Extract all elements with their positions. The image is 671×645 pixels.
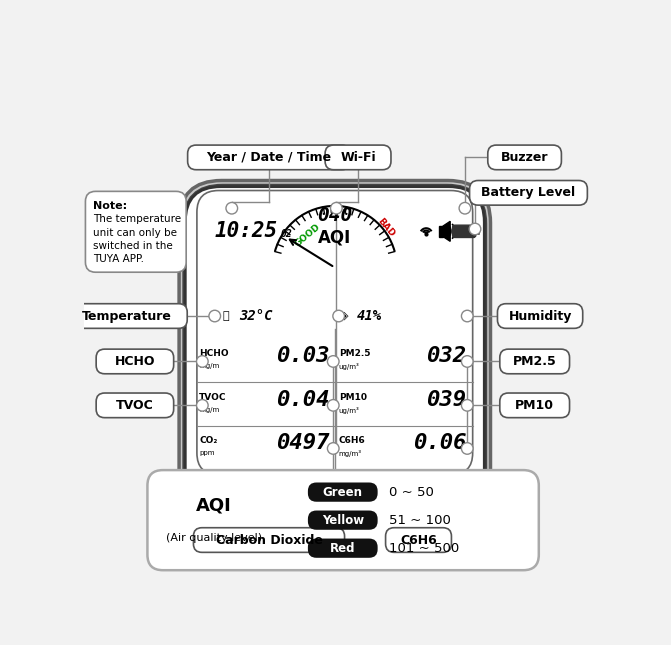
Text: 032: 032 (426, 346, 466, 366)
FancyBboxPatch shape (185, 186, 484, 517)
FancyBboxPatch shape (500, 393, 570, 418)
Text: Year / Date / Time: Year / Date / Time (207, 151, 331, 164)
FancyBboxPatch shape (193, 528, 345, 552)
Text: Note:: Note: (93, 201, 127, 211)
Text: TVOC: TVOC (199, 393, 227, 402)
Text: 0.04: 0.04 (276, 390, 329, 410)
FancyBboxPatch shape (184, 185, 486, 519)
Text: 0 ~ 50: 0 ~ 50 (389, 486, 434, 499)
Circle shape (469, 223, 481, 235)
FancyBboxPatch shape (179, 181, 491, 523)
FancyBboxPatch shape (85, 192, 186, 272)
Text: ppm: ppm (199, 450, 215, 456)
Text: The temperature
unit can only be
switched in the
TUYA APP.: The temperature unit can only be switche… (93, 214, 181, 264)
Circle shape (197, 399, 208, 411)
FancyBboxPatch shape (308, 539, 378, 558)
Circle shape (462, 355, 473, 367)
Text: PM2.5: PM2.5 (513, 355, 556, 368)
FancyBboxPatch shape (488, 145, 562, 170)
FancyBboxPatch shape (308, 511, 378, 530)
FancyBboxPatch shape (96, 349, 174, 373)
Text: PM10: PM10 (339, 393, 366, 402)
Text: 32°C: 32°C (240, 309, 273, 323)
Circle shape (462, 442, 473, 454)
FancyBboxPatch shape (497, 304, 582, 328)
Text: mg/m³: mg/m³ (339, 450, 362, 457)
Circle shape (226, 203, 238, 214)
Text: AQI: AQI (196, 496, 232, 514)
Circle shape (327, 442, 339, 454)
Text: mg/m: mg/m (199, 363, 219, 369)
Bar (439, 226, 444, 237)
FancyBboxPatch shape (325, 145, 391, 170)
FancyBboxPatch shape (500, 349, 570, 373)
FancyBboxPatch shape (470, 181, 587, 205)
Text: Humidity: Humidity (509, 310, 572, 322)
Text: 0.06: 0.06 (413, 433, 466, 453)
Text: 10:25: 10:25 (215, 221, 278, 241)
Circle shape (333, 310, 344, 322)
Text: AQI: AQI (318, 229, 352, 247)
Text: ug/m³: ug/m³ (339, 363, 360, 370)
Text: ug/m³: ug/m³ (339, 407, 360, 414)
Text: PM2.5: PM2.5 (339, 349, 370, 358)
Text: GOOD: GOOD (293, 222, 322, 248)
Text: Battery Level: Battery Level (481, 186, 576, 199)
Circle shape (327, 399, 339, 411)
FancyBboxPatch shape (96, 393, 174, 418)
Circle shape (462, 310, 473, 322)
Text: HCHO: HCHO (115, 355, 155, 368)
Text: C6H6: C6H6 (400, 533, 437, 546)
Text: 0.03: 0.03 (276, 346, 329, 366)
Text: mg/m: mg/m (199, 407, 219, 413)
Circle shape (209, 310, 221, 322)
Text: 040: 040 (317, 206, 352, 224)
Text: HCHO: HCHO (199, 349, 229, 358)
FancyBboxPatch shape (67, 304, 187, 328)
Circle shape (462, 399, 473, 411)
Text: PM10: PM10 (515, 399, 554, 412)
FancyBboxPatch shape (188, 145, 350, 170)
FancyBboxPatch shape (197, 190, 472, 475)
Text: 039: 039 (426, 390, 466, 410)
Circle shape (327, 355, 339, 367)
Text: C6H6: C6H6 (339, 436, 366, 445)
Circle shape (459, 203, 471, 214)
Text: Buzzer: Buzzer (501, 151, 548, 164)
Circle shape (331, 203, 342, 214)
Text: Green: Green (323, 486, 363, 499)
Text: Temperature: Temperature (83, 310, 172, 322)
Circle shape (197, 355, 208, 367)
Text: Yellow: Yellow (321, 513, 364, 527)
FancyBboxPatch shape (452, 225, 476, 237)
Polygon shape (444, 221, 450, 241)
Text: (Air quality level): (Air quality level) (166, 533, 262, 543)
Text: Carbon Dioxide: Carbon Dioxide (215, 533, 323, 546)
FancyBboxPatch shape (476, 228, 480, 234)
Text: 51 ~ 100: 51 ~ 100 (389, 513, 451, 527)
Text: Red: Red (330, 542, 356, 555)
Text: 41%: 41% (356, 309, 382, 323)
Text: BAD: BAD (376, 217, 397, 239)
FancyBboxPatch shape (148, 470, 539, 570)
FancyBboxPatch shape (386, 528, 452, 552)
Text: CO₂: CO₂ (199, 436, 217, 445)
Text: 02: 02 (280, 228, 293, 239)
FancyBboxPatch shape (308, 482, 378, 502)
Text: Wi-Fi: Wi-Fi (340, 151, 376, 164)
Text: 🌡: 🌡 (222, 311, 229, 321)
Text: TVOC: TVOC (116, 399, 154, 412)
Text: 0497: 0497 (276, 433, 329, 453)
Text: ◈: ◈ (340, 311, 348, 321)
Text: 101 ~ 500: 101 ~ 500 (389, 542, 460, 555)
